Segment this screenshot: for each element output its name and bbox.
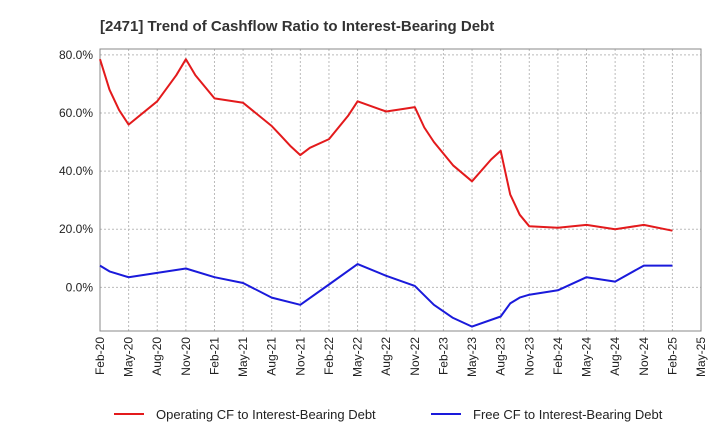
- y-tick-label: 60.0%: [59, 106, 93, 120]
- y-axis: 80.0% 60.0% 40.0% 20.0% 0.0%: [59, 48, 93, 295]
- grid-layer: [99, 49, 702, 331]
- x-tick-label: Nov-20: [179, 337, 193, 376]
- x-tick-label: May-25: [694, 337, 708, 377]
- series-line-operating-cf: [99, 58, 673, 232]
- x-tick-label: Aug-22: [379, 337, 393, 376]
- x-tick-label: Feb-25: [665, 337, 679, 375]
- x-tick-label: Aug-21: [265, 337, 279, 376]
- series-line-free-cf: [99, 263, 673, 328]
- x-tick-label: Nov-22: [408, 337, 422, 376]
- x-tick-label: May-22: [351, 337, 365, 377]
- x-tick-label: Nov-23: [522, 337, 536, 376]
- x-tick-label: Feb-24: [551, 337, 565, 375]
- legend-label: Free CF to Interest-Bearing Debt: [473, 407, 663, 422]
- x-tick-label: Aug-20: [150, 337, 164, 376]
- y-tick-label: 20.0%: [59, 222, 93, 236]
- x-tick-label: Nov-24: [637, 337, 651, 376]
- x-tick-label: Feb-21: [207, 337, 221, 375]
- x-tick-label: May-21: [236, 337, 250, 377]
- plot-frame: [99, 48, 702, 332]
- y-tick-label: 80.0%: [59, 48, 93, 62]
- x-tick-label: May-20: [122, 337, 136, 377]
- x-tick-label: Feb-20: [93, 337, 107, 375]
- x-tick-label: Aug-23: [494, 337, 508, 376]
- y-tick-label: 0.0%: [66, 280, 94, 294]
- legend-label: Operating CF to Interest-Bearing Debt: [156, 407, 376, 422]
- y-tick-label: 40.0%: [59, 164, 93, 178]
- series-layer: [99, 58, 673, 328]
- x-tick-label: Nov-21: [293, 337, 307, 376]
- x-tick-label: Aug-24: [608, 337, 622, 376]
- x-tick-label: May-24: [580, 337, 594, 377]
- x-tick-label: Feb-22: [322, 337, 336, 375]
- legend: Operating CF to Interest-Bearing Debt Fre…: [114, 407, 663, 422]
- x-axis: Feb-20 May-20 Aug-20 Nov-20 Feb-21 May-21 Aug-…: [93, 337, 708, 377]
- x-tick-label: May-23: [465, 337, 479, 377]
- x-tick-label: Feb-23: [436, 337, 450, 375]
- chart-title: [2471] Trend of Cashflow Ratio to Intere…: [100, 18, 494, 35]
